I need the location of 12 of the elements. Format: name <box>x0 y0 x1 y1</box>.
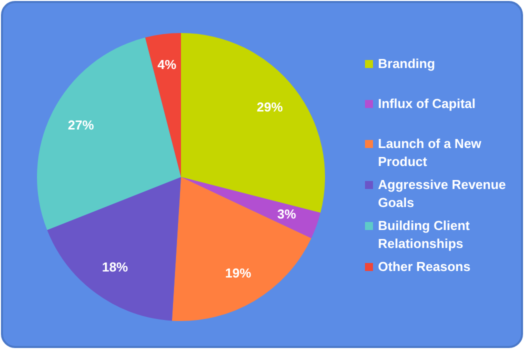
legend-label: Influx of Capital <box>378 95 476 113</box>
data-label: 27% <box>68 118 94 133</box>
data-label: 29% <box>256 100 284 115</box>
legend-label: Launch of a New Product <box>378 135 482 171</box>
data-label: 18% <box>102 259 128 274</box>
data-label: 3% <box>277 206 297 222</box>
legend-label: Other Reasons <box>378 258 470 276</box>
data-label: 4% <box>158 57 177 72</box>
legend-label: Aggressive Revenue Goals <box>378 176 507 212</box>
legend-label: Building Client Relationships <box>378 217 471 253</box>
legend-label: Branding <box>378 55 436 73</box>
data-label: 19% <box>225 265 252 280</box>
